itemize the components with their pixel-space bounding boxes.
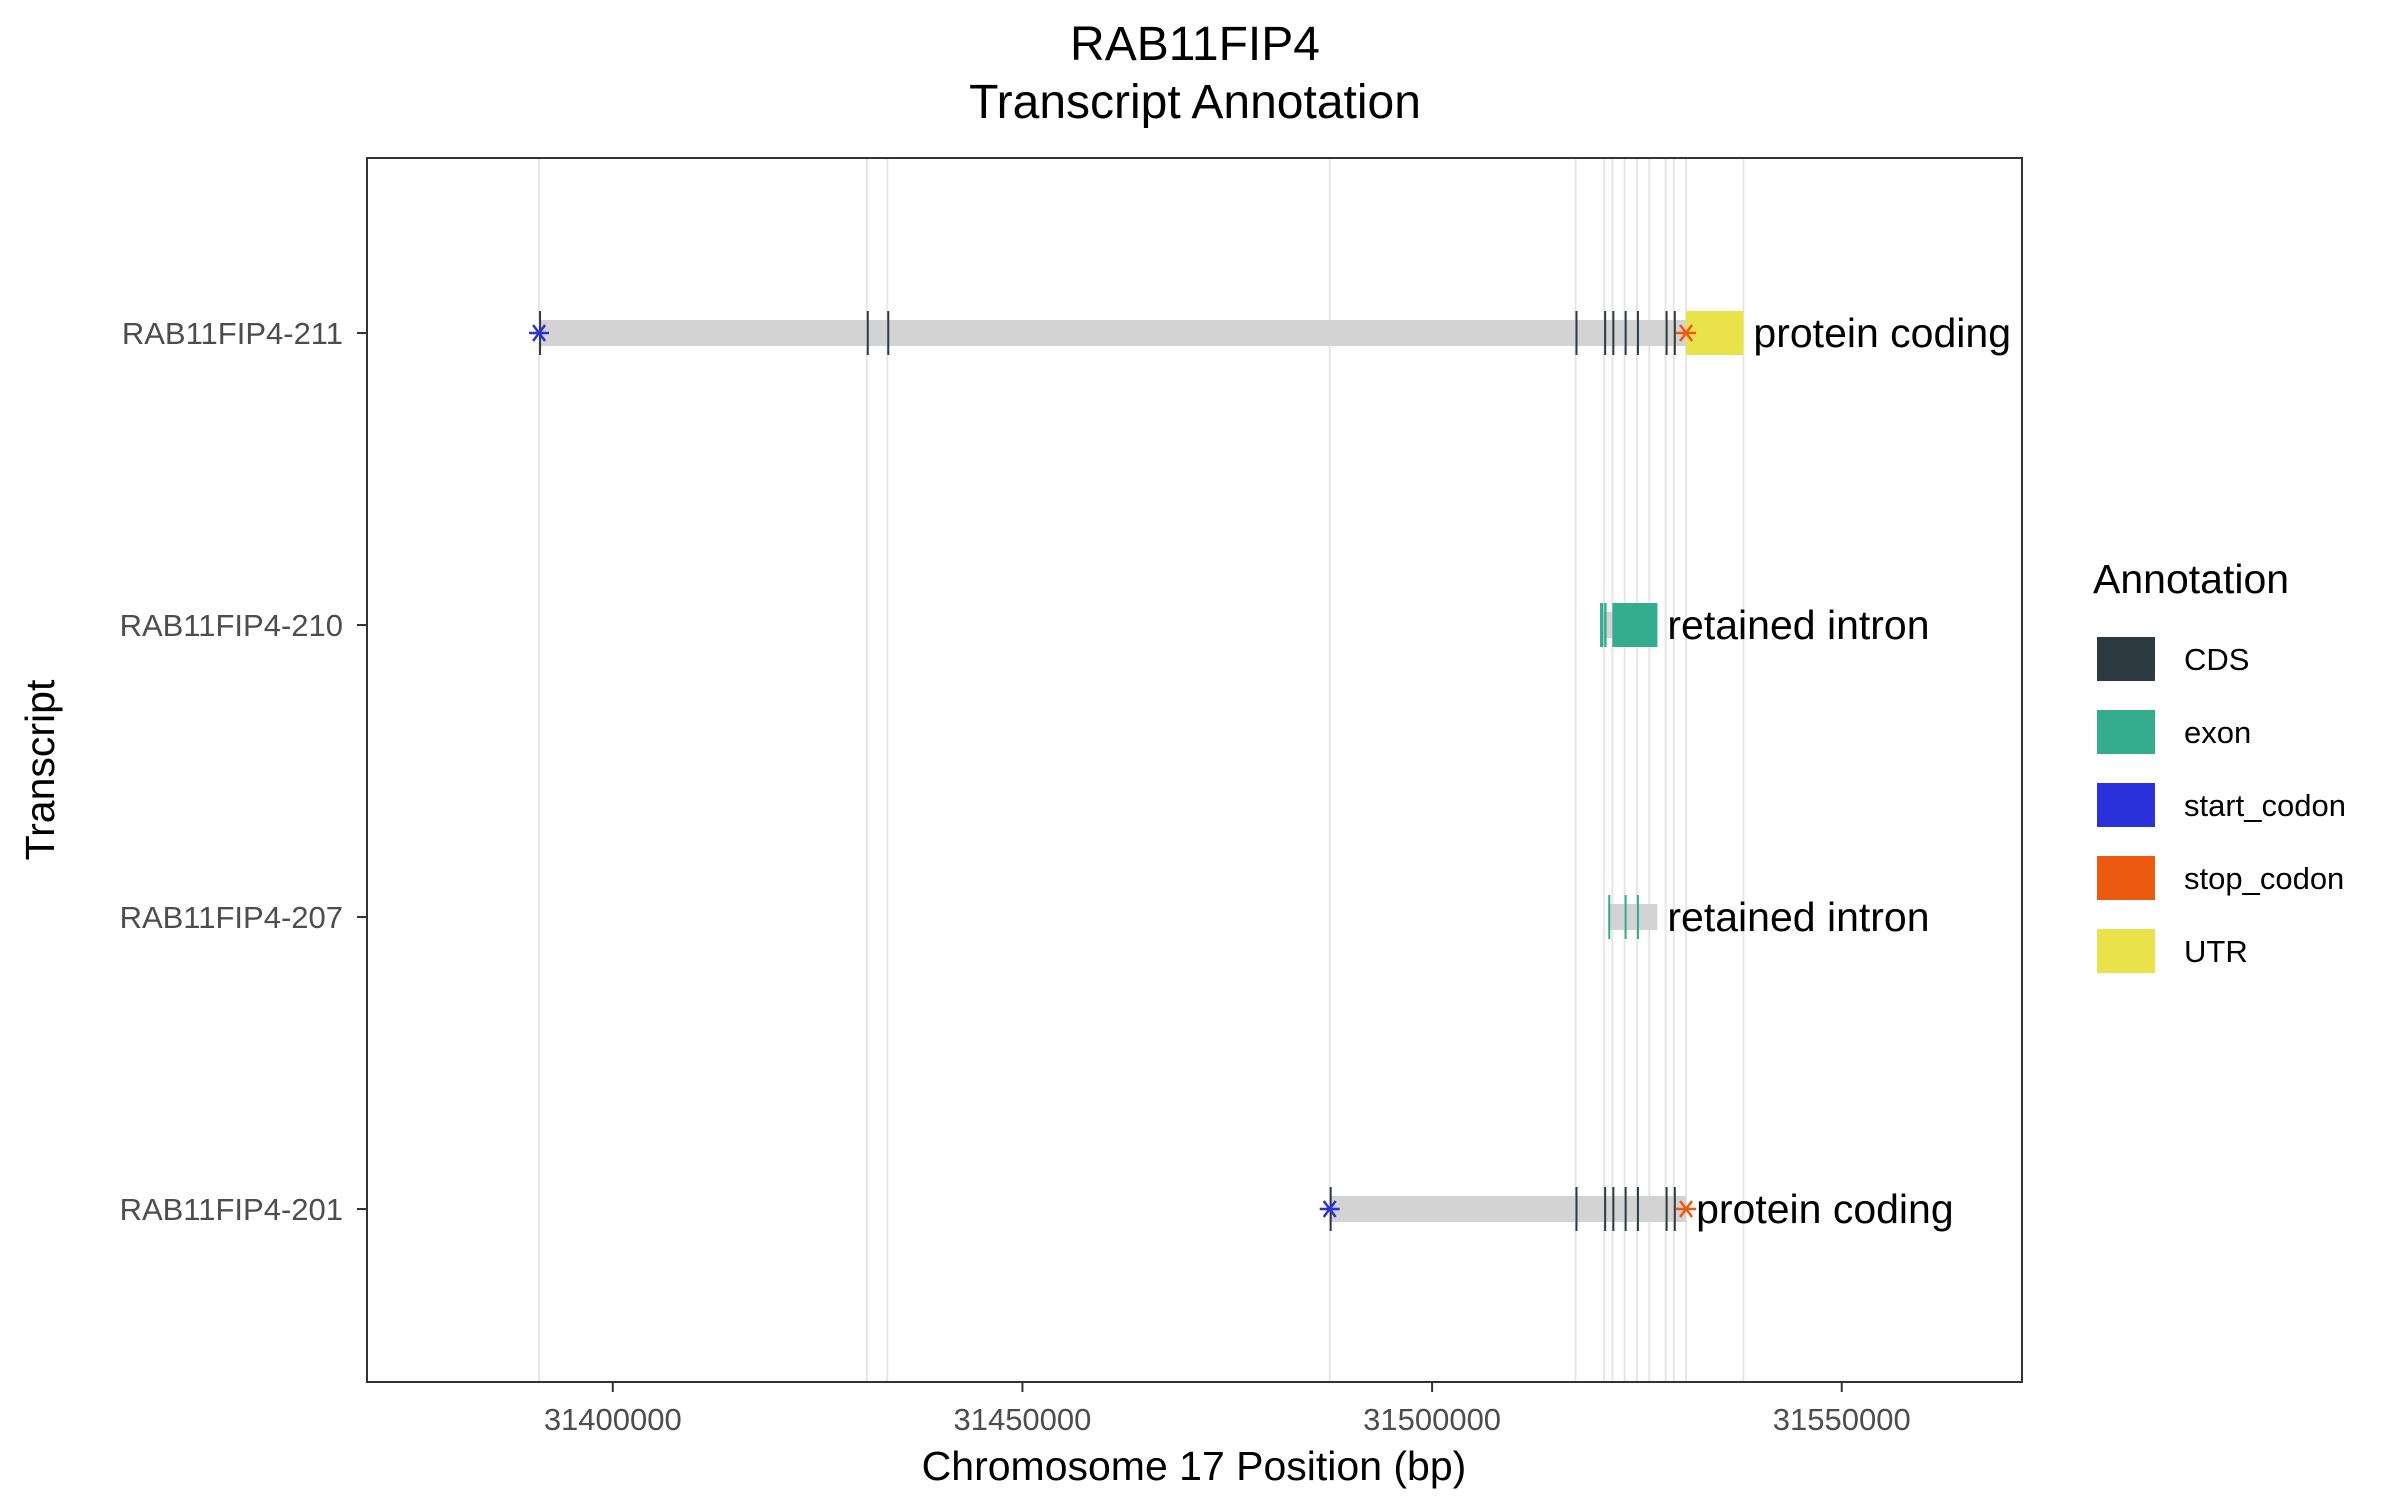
legend-items: CDS exon start_codon stop_codon UTR <box>2097 637 2346 973</box>
y-axis-title: Transcript <box>17 679 63 860</box>
biotype-label-rab11fip4-210: retained intron <box>1667 602 1929 648</box>
feature-rab11fip4-211-7-cds <box>1624 311 1627 355</box>
transcript-bar-rab11fip4-201 <box>1329 1196 1687 1222</box>
feature-layer <box>529 311 1744 1231</box>
feature-rab11fip4-201-2-cds <box>1575 1187 1578 1231</box>
plot-background <box>367 158 2022 1382</box>
feature-rab11fip4-201-8-cds <box>1673 1187 1676 1231</box>
legend-label-start-codon: start_codon <box>2184 788 2346 823</box>
feature-rab11fip4-211-4-cds <box>1575 311 1578 355</box>
legend-label-cds: CDS <box>2184 642 2249 677</box>
feature-rab11fip4-210-3-exon <box>1612 603 1658 647</box>
feature-rab11fip4-211-12-start-codon-marker <box>529 324 550 342</box>
feature-rab11fip4-207-1-exon <box>1608 895 1611 939</box>
feature-rab11fip4-201-3-cds <box>1604 1187 1607 1231</box>
feature-rab11fip4-201-10-stop-codon-marker <box>1676 1200 1697 1218</box>
legend-label-exon: exon <box>2184 715 2251 750</box>
legend-key-exon <box>2097 710 2155 754</box>
feature-rab11fip4-201-4-cds <box>1612 1187 1615 1231</box>
feature-rab11fip4-211-13-stop-codon-marker <box>1676 324 1697 342</box>
chart-title: RAB11FIP4 <box>1070 18 1320 71</box>
transcript-bar-rab11fip4-211 <box>539 320 1744 346</box>
y-tick-label-rab11fip4-207: RAB11FIP4-207 <box>120 900 343 935</box>
feature-rab11fip4-210-1-exon <box>1600 603 1604 647</box>
feature-rab11fip4-207-2-exon <box>1624 895 1627 939</box>
x-axis: 31400000 31450000 31500000 31550000 <box>544 1382 1911 1437</box>
legend-label-utr: UTR <box>2184 934 2248 969</box>
feature-rab11fip4-201-5-cds <box>1624 1187 1627 1231</box>
feature-rab11fip4-211-5-cds <box>1604 311 1607 355</box>
feature-rab11fip4-211-10-cds <box>1673 311 1676 355</box>
chart-subtitle: Transcript Annotation <box>969 76 1421 129</box>
feature-rab11fip4-201-9-start-codon-marker <box>1319 1200 1340 1218</box>
legend-key-cds <box>2097 637 2155 681</box>
feature-rab11fip4-211-9-cds <box>1665 311 1668 355</box>
x-axis-title: Chromosome 17 Position (bp) <box>922 1443 1467 1489</box>
biotype-label-rab11fip4-211: protein coding <box>1753 310 2011 356</box>
feature-rab11fip4-211-3-cds <box>887 311 890 355</box>
feature-rab11fip4-201-6-cds <box>1636 1187 1639 1231</box>
legend-key-utr <box>2097 929 2155 973</box>
legend-key-stop-codon <box>2097 856 2155 900</box>
biotype-label-rab11fip4-201: protein coding <box>1696 1186 1954 1232</box>
feature-rab11fip4-210-2-exon <box>1604 603 1607 647</box>
biotype-label-rab11fip4-207: retained intron <box>1667 894 1929 940</box>
x-tick-label-1: 31400000 <box>544 1402 682 1437</box>
feature-rab11fip4-211-2-cds <box>866 311 869 355</box>
biotype-label-layer: protein coding retained intron retained in… <box>1667 310 2011 1232</box>
feature-rab11fip4-201-7-cds <box>1665 1187 1668 1231</box>
plot-panel-border <box>366 157 2023 1383</box>
y-tick-label-rab11fip4-201: RAB11FIP4-201 <box>120 1192 343 1227</box>
y-tick-label-rab11fip4-210: RAB11FIP4-210 <box>120 608 343 643</box>
legend-key-start-codon <box>2097 783 2155 827</box>
feature-rab11fip4-207-3-exon <box>1636 895 1639 939</box>
legend-label-stop-codon: stop_codon <box>2184 861 2344 896</box>
legend-title: Annotation <box>2093 556 2289 602</box>
feature-rab11fip4-211-8-cds <box>1636 311 1639 355</box>
transcript-bar-rab11fip4-207 <box>1608 904 1658 930</box>
y-axis: RAB11FIP4-211 RAB11FIP4-210 RAB11FIP4-207 R… <box>120 316 367 1227</box>
y-tick-label-rab11fip4-211: RAB11FIP4-211 <box>122 316 343 351</box>
x-tick-label-2: 31450000 <box>953 1402 1091 1437</box>
x-tick-label-3: 31500000 <box>1363 1402 1501 1437</box>
x-tick-label-4: 31550000 <box>1773 1402 1911 1437</box>
feature-rab11fip4-211-6-cds <box>1612 311 1615 355</box>
legend: Annotation CDS exon start_codon stop_codon U… <box>2093 556 2346 973</box>
grid-layer <box>538 158 1745 1382</box>
